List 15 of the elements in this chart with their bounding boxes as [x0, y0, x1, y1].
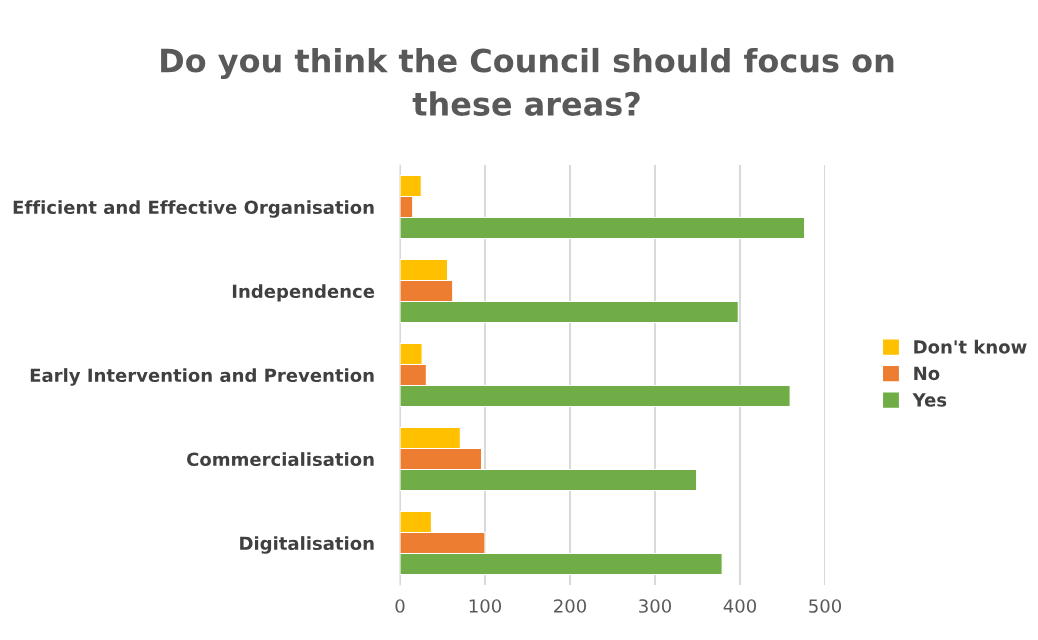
x-tick-label: 100 [469, 599, 502, 613]
x-tick-label: 0 [395, 599, 405, 613]
y-tick-label: Efficient and Effective Organisation [13, 200, 374, 218]
y-tick-label: Early Intervention and Prevention [30, 368, 374, 386]
legend-label: Yes [912, 393, 947, 407]
y-tick-label: Independence [232, 284, 375, 302]
legend-label: Don't know [914, 339, 1027, 354]
x-tick-label: 500 [809, 599, 842, 613]
legend-label: No [914, 366, 940, 381]
chart-title: Do you think the Council should focus on these areas? [161, 47, 894, 116]
x-tick-label: 300 [639, 599, 672, 613]
y-tick-label: Commercialisation [187, 452, 374, 467]
y-tick-label: Digitalisation [240, 536, 374, 554]
x-tick-label: 200 [554, 599, 587, 613]
x-tick-label: 400 [723, 599, 757, 613]
